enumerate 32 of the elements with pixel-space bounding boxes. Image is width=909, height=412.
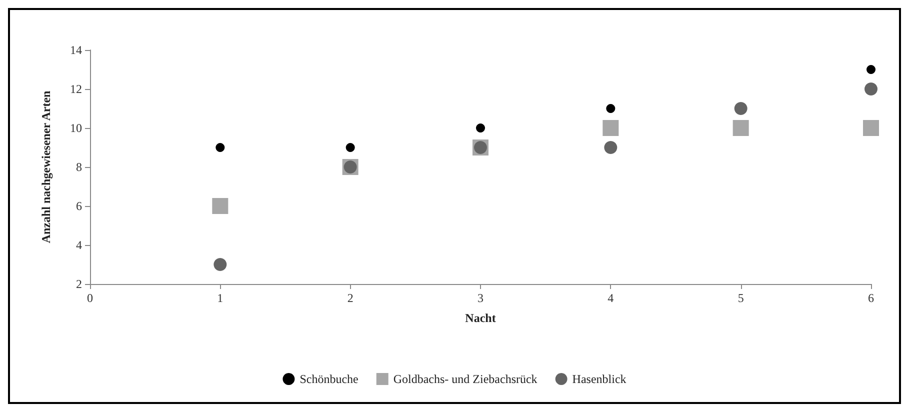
legend-label: Goldbachs- und Ziebachsrück <box>393 372 538 386</box>
point <box>346 143 355 152</box>
point <box>214 258 227 271</box>
y-axis-title: Anzahl nachgewiesener Arten <box>39 90 53 244</box>
point <box>863 120 879 136</box>
point <box>866 65 876 74</box>
point <box>732 120 749 136</box>
y-tick-label: 6 <box>76 199 82 213</box>
point <box>604 141 618 154</box>
x-tick-label: 0 <box>87 291 93 305</box>
point <box>212 198 228 214</box>
point <box>216 143 225 152</box>
point <box>476 124 485 132</box>
point <box>734 102 748 115</box>
x-tick-label: 4 <box>608 291 614 305</box>
x-tick-label: 3 <box>478 291 484 305</box>
legend-label: Hasenblick <box>572 372 626 386</box>
x-tick-label: 5 <box>738 291 744 305</box>
y-tick-label: 2 <box>76 277 82 291</box>
point <box>606 104 616 113</box>
y-tick-label: 14 <box>70 43 82 57</box>
x-tick-label: 2 <box>347 291 354 305</box>
legend-label: Schönbuche <box>300 372 358 386</box>
y-tick-label: 12 <box>70 82 82 96</box>
point <box>864 82 878 96</box>
x-tick-label: 6 <box>868 291 874 305</box>
x-tick-label: 1 <box>217 291 224 305</box>
y-tick-label: 10 <box>70 121 82 135</box>
point <box>602 120 619 136</box>
x-axis-title: Nacht <box>465 311 496 325</box>
y-tick-label: 4 <box>76 238 82 252</box>
y-tick-label: 8 <box>76 160 82 174</box>
